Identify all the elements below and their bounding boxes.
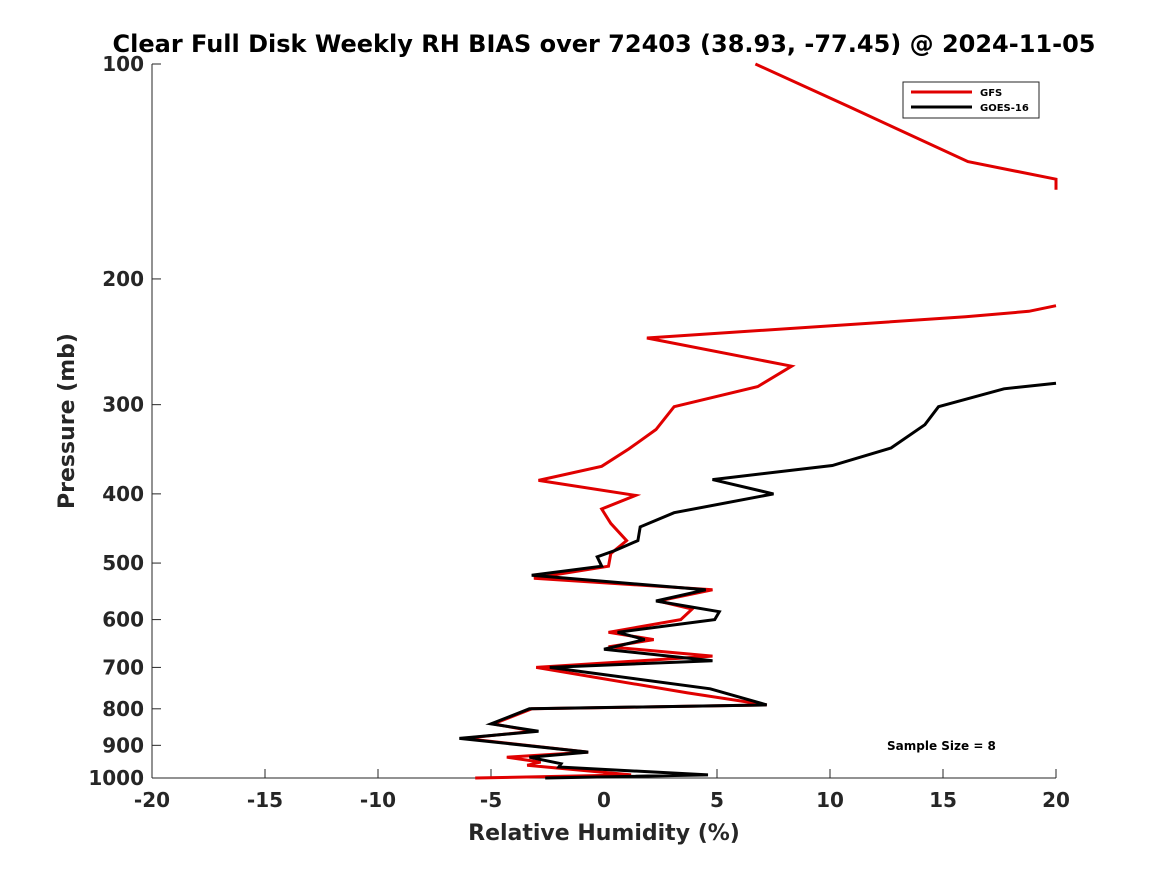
y-tick-label: 600 <box>102 608 144 632</box>
y-axis-label: Pressure (mb) <box>55 333 80 509</box>
y-axis-ticks: 100 200 300 400 500 600 700 800 900 1000 <box>88 52 161 790</box>
legend-label-gfs: GFS <box>980 88 1002 99</box>
legend: GFS GOES-16 <box>902 81 1040 119</box>
x-axis-ticks: -20 -15 -10 -5 0 5 10 15 20 <box>134 769 1070 812</box>
x-tick-label: -5 <box>480 788 502 812</box>
x-tick-label: 20 <box>1042 788 1070 812</box>
x-tick-label: 15 <box>929 788 957 812</box>
x-tick-label: 0 <box>597 788 611 812</box>
series-line-goes16 <box>459 381 1057 780</box>
series-layer <box>459 62 1058 780</box>
legend-label-goes16: GOES-16 <box>980 103 1029 114</box>
x-tick-label: -20 <box>134 788 170 812</box>
x-tick-label: -15 <box>247 788 283 812</box>
x-tick-label: 10 <box>816 788 844 812</box>
y-tick-label: 300 <box>102 393 144 417</box>
series-line-gfs <box>754 62 1058 190</box>
sample-size-annotation: Sample Size = 8 <box>887 739 996 753</box>
y-tick-label: 900 <box>102 733 144 757</box>
chart-title: Clear Full Disk Weekly RH BIAS over 7240… <box>113 30 1096 58</box>
y-tick-label: 500 <box>102 551 144 575</box>
y-tick-label: 1000 <box>88 766 144 790</box>
y-tick-label: 100 <box>102 52 144 76</box>
x-tick-label: -10 <box>360 788 396 812</box>
y-tick-label: 800 <box>102 697 144 721</box>
y-tick-label: 400 <box>102 482 144 506</box>
y-tick-label: 200 <box>102 267 144 291</box>
legend-box <box>902 81 1040 119</box>
x-axis-label: Relative Humidity (%) <box>468 821 740 846</box>
y-tick-label: 700 <box>102 655 144 679</box>
x-tick-label: 5 <box>710 788 724 812</box>
